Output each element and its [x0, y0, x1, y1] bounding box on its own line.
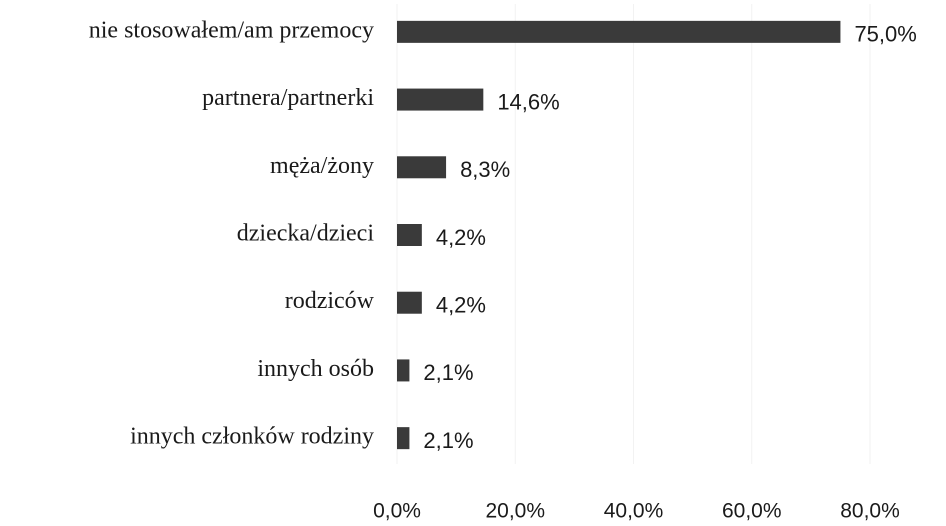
value-label: 8,3%: [460, 157, 510, 182]
value-label: 4,2%: [436, 225, 486, 250]
category-label: nie stosowałem/am przemocy: [89, 17, 374, 43]
value-label: 2,1%: [423, 428, 473, 453]
bar: [397, 224, 422, 246]
bar: [397, 156, 447, 179]
category-label: męża/żony: [270, 153, 374, 179]
bar: [397, 88, 484, 111]
x-tick-label: 60,0%: [722, 500, 782, 523]
value-label: 4,2%: [436, 293, 486, 318]
bar: [397, 427, 410, 450]
category-label: innych członków rodziny: [130, 424, 374, 450]
bar: [397, 291, 422, 314]
category-label: innych osób: [257, 356, 374, 382]
value-label: 75,0%: [854, 22, 916, 47]
bar: [397, 20, 841, 43]
value-label: 14,6%: [497, 89, 559, 114]
bar: [397, 359, 410, 382]
x-tick-label: 80,0%: [840, 500, 900, 523]
x-tick-label: 40,0%: [604, 500, 664, 523]
category-label: partnera/partnerki: [202, 85, 374, 111]
value-label: 2,1%: [423, 360, 473, 385]
x-tick-label: 20,0%: [485, 500, 545, 523]
category-label: rodziców: [285, 288, 375, 314]
x-tick-label: 0,0%: [373, 500, 421, 523]
category-label: dziecka/dzieci: [237, 221, 375, 247]
